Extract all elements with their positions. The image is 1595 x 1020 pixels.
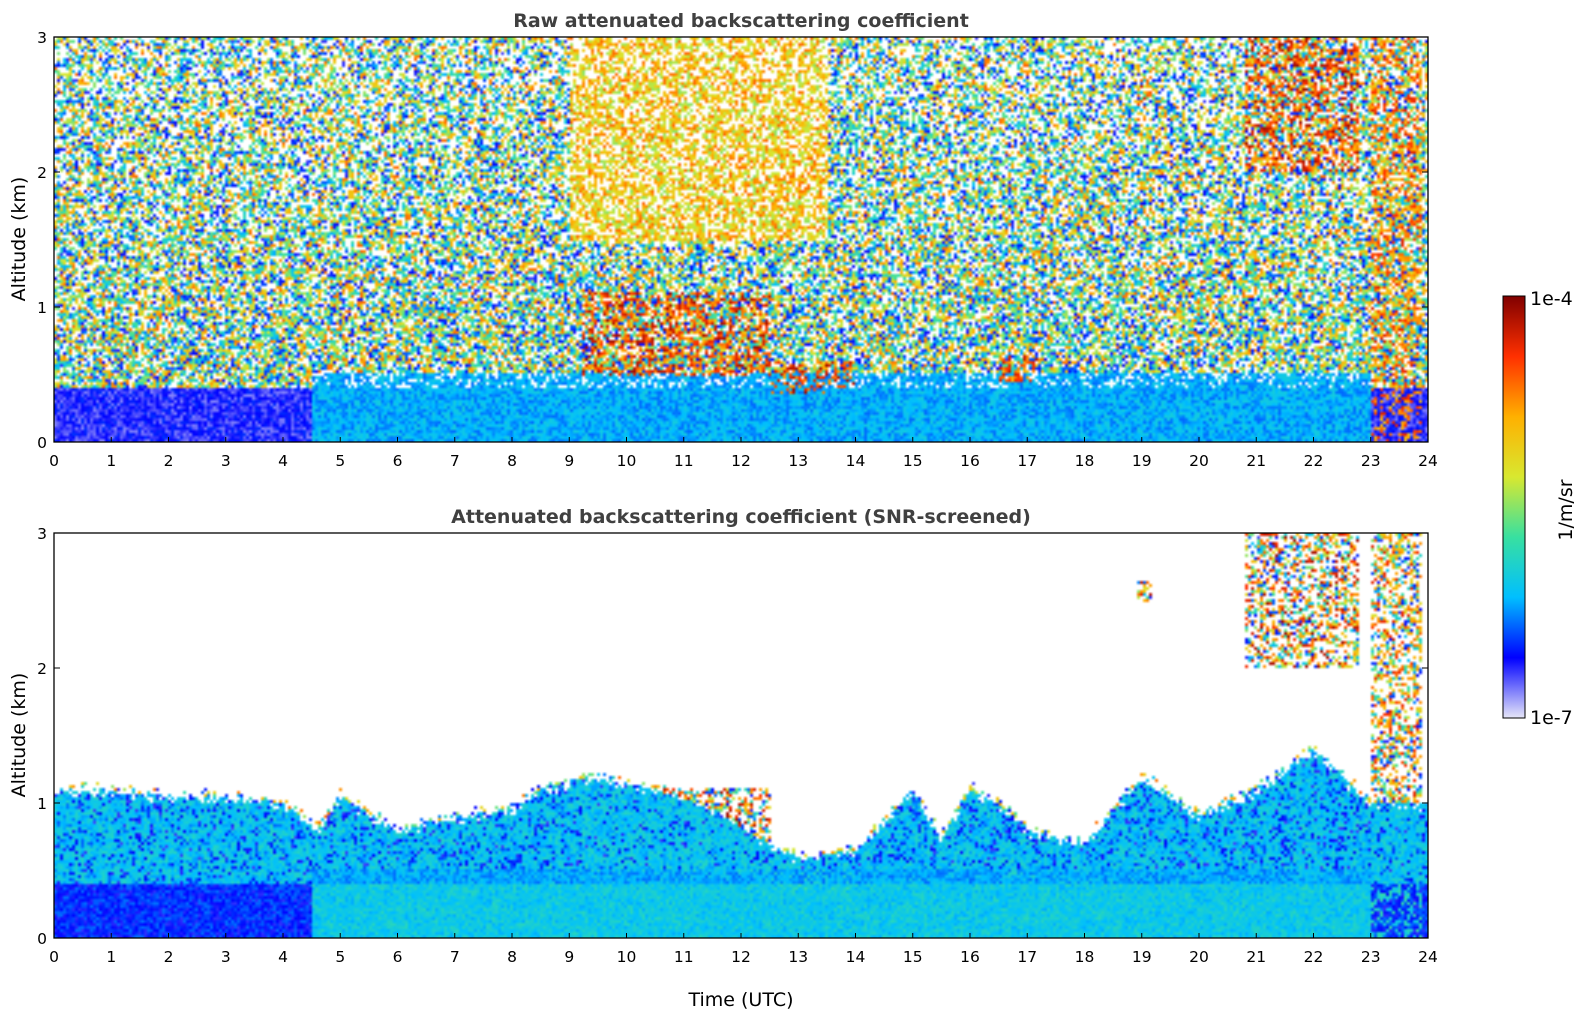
top-y-axis-label: Altitude (km) [8, 177, 30, 302]
x-tick-label: 4 [278, 452, 288, 470]
x-tick-label: 15 [903, 948, 923, 966]
x-tick-label: 5 [335, 948, 345, 966]
x-tick-label: 8 [507, 948, 517, 966]
y-tick-label: 2 [37, 164, 47, 182]
x-tick-label: 22 [1304, 452, 1324, 470]
x-tick-label: 8 [507, 452, 517, 470]
x-tick-label: 18 [1075, 948, 1095, 966]
x-tick-label: 2 [164, 452, 174, 470]
x-tick-label: 15 [903, 452, 923, 470]
bottom-heatmap [54, 533, 1428, 938]
x-tick-label: 0 [49, 452, 59, 470]
bottom-y-ticks: 0 1 2 3 [37, 525, 1428, 948]
x-tick-label: 17 [1017, 948, 1037, 966]
x-tick-label: 3 [221, 948, 231, 966]
x-tick-label: 14 [846, 452, 866, 470]
y-tick-label: 1 [37, 795, 47, 813]
y-tick-label: 0 [37, 930, 47, 948]
x-tick-label: 12 [731, 948, 751, 966]
colorbar-max-label: 1e-4 [1530, 288, 1573, 310]
x-axis-label: Time (UTC) [687, 989, 793, 1011]
colorbar-min-label: 1e-7 [1530, 707, 1573, 729]
x-tick-label: 14 [846, 948, 866, 966]
x-tick-label: 6 [393, 452, 403, 470]
x-tick-label: 12 [731, 452, 751, 470]
y-tick-label: 3 [37, 525, 47, 543]
x-tick-label: 19 [1132, 452, 1152, 470]
x-tick-label: 16 [960, 452, 980, 470]
top-panel: Raw attenuated backscattering coefficien… [8, 10, 1438, 470]
x-tick-label: 13 [788, 452, 808, 470]
x-tick-label: 0 [49, 948, 59, 966]
x-tick-label: 10 [617, 948, 637, 966]
colorbar-gradient [1502, 295, 1526, 719]
top-heatmap [54, 37, 1428, 442]
bottom-y-axis-label: Altitude (km) [8, 673, 30, 798]
x-tick-label: 23 [1361, 948, 1381, 966]
x-tick-label: 23 [1361, 452, 1381, 470]
bottom-panel: Attenuated backscattering coefficient (S… [8, 506, 1438, 1011]
y-tick-label: 0 [37, 434, 47, 452]
y-tick-label: 2 [37, 660, 47, 678]
x-tick-label: 13 [788, 948, 808, 966]
x-tick-label: 21 [1246, 948, 1266, 966]
x-tick-label: 20 [1189, 948, 1209, 966]
x-tick-label: 19 [1132, 948, 1152, 966]
x-tick-label: 7 [450, 452, 460, 470]
x-tick-label: 10 [617, 452, 637, 470]
x-tick-label: 9 [564, 452, 574, 470]
top-panel-title: Raw attenuated backscattering coefficien… [513, 10, 969, 32]
x-tick-label: 21 [1246, 452, 1266, 470]
x-tick-label: 7 [450, 948, 460, 966]
x-tick-label: 11 [674, 948, 694, 966]
x-tick-label: 11 [674, 452, 694, 470]
x-tick-label: 3 [221, 452, 231, 470]
y-tick-label: 1 [37, 299, 47, 317]
x-tick-label: 4 [278, 948, 288, 966]
colorbar-unit-label: 1/m/sr [1555, 479, 1577, 540]
top-y-ticks: 0 1 2 3 [37, 29, 1428, 452]
x-tick-label: 17 [1017, 452, 1037, 470]
x-tick-label: 6 [393, 948, 403, 966]
x-tick-label: 1 [106, 452, 116, 470]
bottom-panel-title: Attenuated backscattering coefficient (S… [451, 506, 1031, 528]
x-tick-label: 5 [335, 452, 345, 470]
x-tick-label: 16 [960, 948, 980, 966]
x-tick-label: 24 [1418, 948, 1438, 966]
top-x-ticks: 0 1 2 3 4 5 6 7 8 9 10 11 12 13 14 15 16 17 18 19 20 21 22 23 24 [49, 437, 1438, 470]
x-tick-label: 18 [1075, 452, 1095, 470]
x-tick-label: 1 [106, 948, 116, 966]
x-tick-label: 9 [564, 948, 574, 966]
x-tick-label: 20 [1189, 452, 1209, 470]
colorbar: 1e-4 1e-7 1/m/sr [1502, 288, 1577, 729]
x-tick-label: 24 [1418, 452, 1438, 470]
y-tick-label: 3 [37, 29, 47, 47]
bottom-x-ticks: 0 1 2 3 4 5 6 7 8 9 10 11 12 13 14 15 16 17 18 19 20 21 22 23 24 [49, 933, 1438, 966]
x-tick-label: 22 [1304, 948, 1324, 966]
x-tick-label: 2 [164, 948, 174, 966]
